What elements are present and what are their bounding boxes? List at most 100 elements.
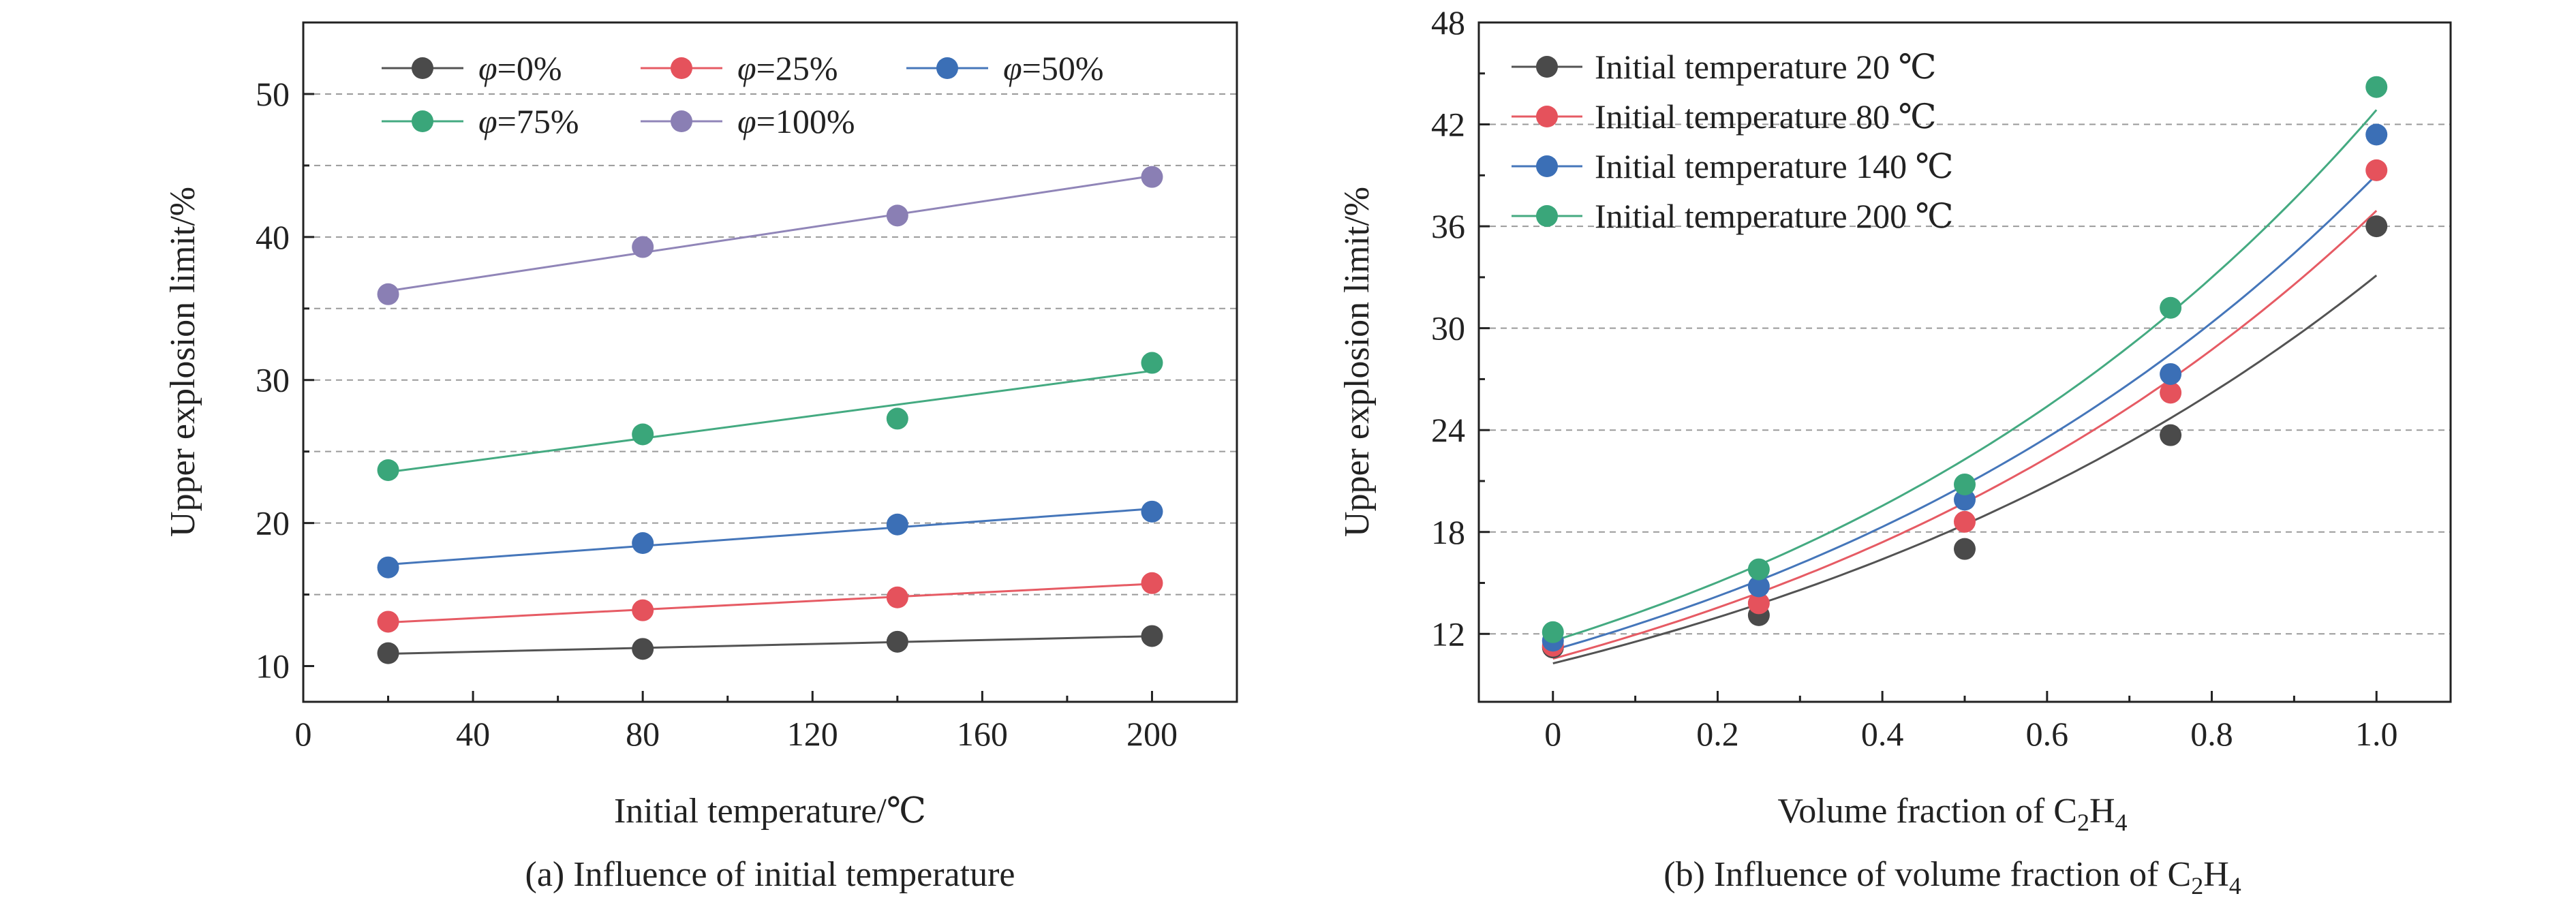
panel-b-data-point (2160, 362, 2182, 385)
panel-b-legend-swatch-marker (1536, 56, 1558, 78)
panel-a-x-tick-label: 160 (957, 715, 1008, 753)
panel-b-data-point (2365, 76, 2388, 98)
panel-a-caption: (a) Influence of initial temperature (525, 855, 1015, 894)
panel-b-data-point (2365, 215, 2388, 238)
panel-b-legend: Initial temperature 20 ℃ Initial temperat… (1512, 48, 1954, 235)
panel-b-legend-label: Initial temperature 20 ℃ (1595, 48, 1937, 86)
panel-a-legend-label: φ=100% (737, 102, 855, 140)
panel-b-legend-label: Initial temperature 80 ℃ (1595, 97, 1937, 136)
panel-b-data-point (1954, 473, 1976, 495)
panel-a-data-point (1141, 352, 1163, 374)
panel-a-data-point (377, 642, 399, 664)
panel-a-fit-lines (388, 174, 1152, 655)
panel-b-x-tick-label: 0 (1544, 715, 1561, 753)
panel-b-x-tick-label: 0.6 (2026, 715, 2069, 753)
panel-a-gridlines (303, 93, 1237, 596)
panel-b-data-points (1542, 76, 2388, 659)
panel-a-legend-label: φ=0% (478, 49, 562, 87)
panel-b-data-point (1747, 575, 1770, 598)
panel-b-data-point (2160, 296, 2182, 319)
panel-a-legend-swatch-marker (671, 110, 692, 132)
panel-a-legend-swatch-marker (936, 57, 958, 79)
panel-b-x-tick-label: 0.2 (1696, 715, 1739, 753)
panel-a-data-point (886, 513, 908, 536)
panel-a-data-point (632, 532, 654, 555)
panel-a-data-point (886, 630, 908, 653)
panel-b-fit-curve (1552, 210, 2378, 660)
panel-b-x-tick-label: 0.8 (2190, 715, 2233, 753)
panel-a-fit-line (388, 174, 1152, 292)
panel-a-fit-line (388, 508, 1152, 566)
panel-a-x-tick-label: 0 (295, 715, 312, 753)
panel-a-data-point (886, 204, 908, 227)
panel-a-plot-frame (302, 21, 1238, 703)
panel-b-x-tick-label: 1.0 (2355, 715, 2398, 753)
panel-b-y-tick-label: 36 (1431, 207, 1465, 245)
panel-b-x-axis-title: Volume fraction of C2H4 (1777, 792, 2127, 836)
panel-b-data-point (1954, 538, 1976, 560)
panel-a-fit-line (388, 369, 1152, 474)
panel-a-data-point (377, 283, 399, 305)
panel-b-chart: 0 0.2 0.4 0.6 0.8 1.0 12 18 24 30 36 42 48 Initial t… (1338, 3, 2452, 899)
panel-b-fit-curve (1552, 174, 2378, 651)
panel-b-y-tick-label: 18 (1431, 513, 1465, 551)
panel-a-legend-label: φ=75% (478, 102, 579, 140)
panel-a-y-tick-label: 40 (256, 218, 290, 256)
panel-a-data-point (632, 423, 654, 446)
panel-a-data-point (1141, 166, 1163, 188)
panel-b-legend-swatch-marker (1536, 106, 1558, 127)
panel-a-legend-swatch-marker (412, 57, 433, 79)
panel-b-y-axis-title: Upper explosion limit/% (1338, 187, 1377, 537)
panel-b-y-tick-label: 48 (1431, 3, 1465, 42)
panel-a-data-point (886, 586, 908, 608)
panel-a-legend-label: φ=25% (737, 49, 838, 87)
panel-a-fit-line (388, 583, 1152, 624)
panel-b-ticks: 0 0.2 0.4 0.6 0.8 1.0 12 18 24 30 36 42 48 (1431, 3, 2397, 753)
panel-b-data-point (1747, 558, 1770, 581)
panel-a-x-tick-label: 120 (787, 715, 838, 753)
panel-b-data-point (1542, 621, 1564, 643)
panel-b-legend-swatch-marker (1536, 205, 1558, 227)
panel-a-data-points (377, 166, 1163, 664)
panel-a-legend: φ=0% φ=25% φ=50% φ=75% φ=100% (382, 49, 1104, 140)
panel-a-x-tick-label: 80 (626, 715, 660, 753)
panel-b-data-point (2160, 424, 2182, 446)
panel-a-y-tick-label: 10 (256, 647, 290, 685)
panel-b-data-point (1747, 592, 1770, 615)
panel-a-legend-swatch-marker (412, 110, 433, 132)
panel-a-data-point (1141, 625, 1163, 647)
panel-b-legend-label: Initial temperature 140 ℃ (1595, 147, 1954, 185)
panel-a-x-axis-title: Initial temperature/℃ (614, 792, 926, 831)
panel-a-data-point (1141, 572, 1163, 594)
panel-a-ticks: 0 40 80 120 160 200 10 20 30 40 50 (256, 75, 1178, 753)
panel-b-data-point (2365, 123, 2388, 146)
panel-a-data-point (377, 611, 399, 633)
panel-b-x-tick-label: 0.4 (1861, 715, 1904, 753)
panel-a-y-axis-title: Upper explosion limit/% (164, 187, 202, 537)
panel-a-x-tick-label: 40 (456, 715, 490, 753)
panel-b-y-tick-label: 30 (1431, 309, 1465, 348)
panel-a-data-point (1141, 500, 1163, 523)
panel-b-fit-curve (1552, 275, 2378, 665)
panel-a-y-tick-label: 20 (256, 504, 290, 542)
panel-a-data-point (632, 599, 654, 621)
panel-b-data-point (2365, 159, 2388, 181)
panel-a-fit-line (388, 635, 1152, 655)
panel-a-data-point (377, 556, 399, 578)
panel-a-x-tick-label: 200 (1126, 715, 1178, 753)
panel-b-y-tick-label: 42 (1431, 106, 1465, 144)
panel-a-legend-swatch-marker (671, 57, 692, 79)
panel-b-data-point (1954, 489, 1976, 511)
panel-a-data-point (377, 459, 399, 481)
panel-a-data-point (886, 407, 908, 430)
panel-b-caption: (b) Influence of volume fraction of C2H4 (1663, 855, 2241, 899)
panel-b-legend-label: Initial temperature 200 ℃ (1595, 197, 1954, 235)
panel-b-data-point (1954, 510, 1976, 533)
panel-a-y-tick-label: 50 (256, 75, 290, 113)
panel-a-data-point (632, 638, 654, 660)
panel-a-legend-label: φ=50% (1003, 49, 1104, 87)
panel-b-y-tick-label: 24 (1431, 411, 1465, 449)
panel-b-data-point (2160, 382, 2182, 404)
